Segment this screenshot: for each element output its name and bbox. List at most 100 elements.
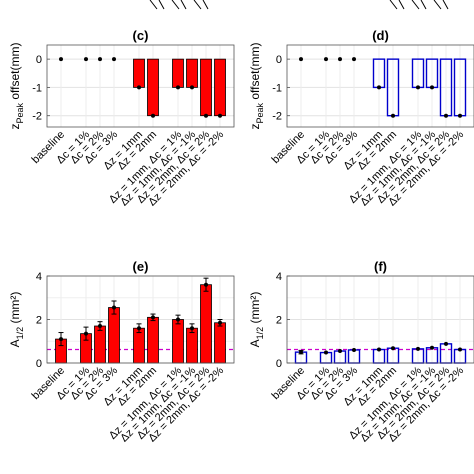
data-point <box>299 57 303 62</box>
y-tick-label: -1 <box>272 82 282 94</box>
clipped-label-fragment <box>193 0 209 10</box>
data-point <box>377 85 381 90</box>
y-tick-label: -1 <box>32 82 42 94</box>
y-tick-label: -2 <box>32 111 42 123</box>
panel-title: (c) <box>133 28 149 43</box>
data-point <box>458 347 462 352</box>
bar <box>214 322 226 364</box>
data-point <box>98 324 102 329</box>
bar <box>200 284 212 364</box>
bar <box>186 327 198 364</box>
data-point <box>137 326 141 331</box>
data-point <box>430 85 434 90</box>
data-point <box>112 57 116 62</box>
bar <box>172 58 184 88</box>
data-point <box>218 320 222 325</box>
bar <box>147 316 159 364</box>
bar <box>200 58 212 117</box>
data-point <box>324 57 328 62</box>
clipped-label-fragment <box>389 0 405 10</box>
clipped-label-fragment <box>171 0 187 10</box>
clipped-label-fragment <box>433 0 449 10</box>
data-point <box>190 326 194 331</box>
y-axis-label-unit: offset(mm) <box>8 43 22 103</box>
y-axis-label-subscript: Peak <box>255 102 265 123</box>
y-axis-label: zPeak offset(mm) <box>8 43 25 130</box>
panel-title: (f) <box>374 259 387 274</box>
bar <box>94 325 106 364</box>
data-point <box>176 317 180 322</box>
y-tick-label: 0 <box>36 358 42 370</box>
panel-title: (e) <box>133 259 149 274</box>
clipped-labels-above <box>149 0 449 10</box>
clipped-label-fragment <box>149 0 165 10</box>
y-axis-label-subscript: Peak <box>15 102 25 123</box>
y-tick-label: 0 <box>276 54 282 66</box>
data-point <box>458 113 462 118</box>
data-point <box>176 85 180 90</box>
data-point <box>84 57 88 62</box>
clipped-label-fragment <box>411 0 427 10</box>
y-axis-label-main: z <box>248 123 262 129</box>
data-point <box>151 113 155 118</box>
data-point <box>324 350 328 355</box>
data-point <box>190 85 194 90</box>
bar <box>133 58 145 88</box>
data-point <box>391 346 395 351</box>
data-point <box>391 113 395 118</box>
data-point <box>377 347 381 352</box>
y-tick-label: 0 <box>36 54 42 66</box>
bar <box>133 327 145 364</box>
y-axis-label-main: A <box>8 339 22 347</box>
y-axis-label-unit: (mm²) <box>248 292 262 327</box>
data-point <box>59 337 63 342</box>
data-point <box>151 315 155 320</box>
data-point <box>218 113 222 118</box>
y-axis-label-unit: (mm²) <box>8 292 22 327</box>
y-tick-label: -2 <box>272 111 282 123</box>
bar <box>147 58 159 117</box>
data-point <box>416 346 420 351</box>
data-point <box>352 57 356 62</box>
y-axis-label-main: A <box>248 339 262 347</box>
data-point <box>430 345 434 350</box>
y-axis-label: A1/2 (mm²) <box>8 292 25 348</box>
y-tick-label: 4 <box>36 271 42 283</box>
y-axis-label-unit: offset(mm) <box>248 43 262 103</box>
axes-frame <box>46 44 235 128</box>
data-point <box>352 347 356 352</box>
y-tick-label: 0 <box>276 358 282 370</box>
data-point <box>299 350 303 355</box>
panel-title: (d) <box>372 28 389 43</box>
data-point <box>112 305 116 310</box>
data-point <box>204 113 208 118</box>
data-point <box>416 85 420 90</box>
data-point <box>84 331 88 336</box>
y-axis-label: A1/2 (mm²) <box>248 292 265 348</box>
data-point <box>204 282 208 287</box>
bar <box>186 58 198 88</box>
data-point <box>338 349 342 354</box>
y-axis-label-subscript: 1/2 <box>255 327 265 340</box>
y-axis-label-main: z <box>8 123 22 129</box>
y-axis-label: zPeak offset(mm) <box>248 43 265 130</box>
data-point <box>98 57 102 62</box>
axes-frame <box>286 44 474 128</box>
y-tick-label: 2 <box>276 315 282 327</box>
data-point <box>338 57 342 62</box>
data-point <box>444 341 448 346</box>
data-point <box>59 57 63 62</box>
data-point <box>137 85 141 90</box>
bar <box>214 58 226 117</box>
bar <box>108 307 120 364</box>
data-point <box>444 113 448 118</box>
y-tick-label: 4 <box>276 271 282 283</box>
y-tick-label: 2 <box>36 315 42 327</box>
y-axis-label-subscript: 1/2 <box>15 327 25 340</box>
bar <box>172 319 184 364</box>
